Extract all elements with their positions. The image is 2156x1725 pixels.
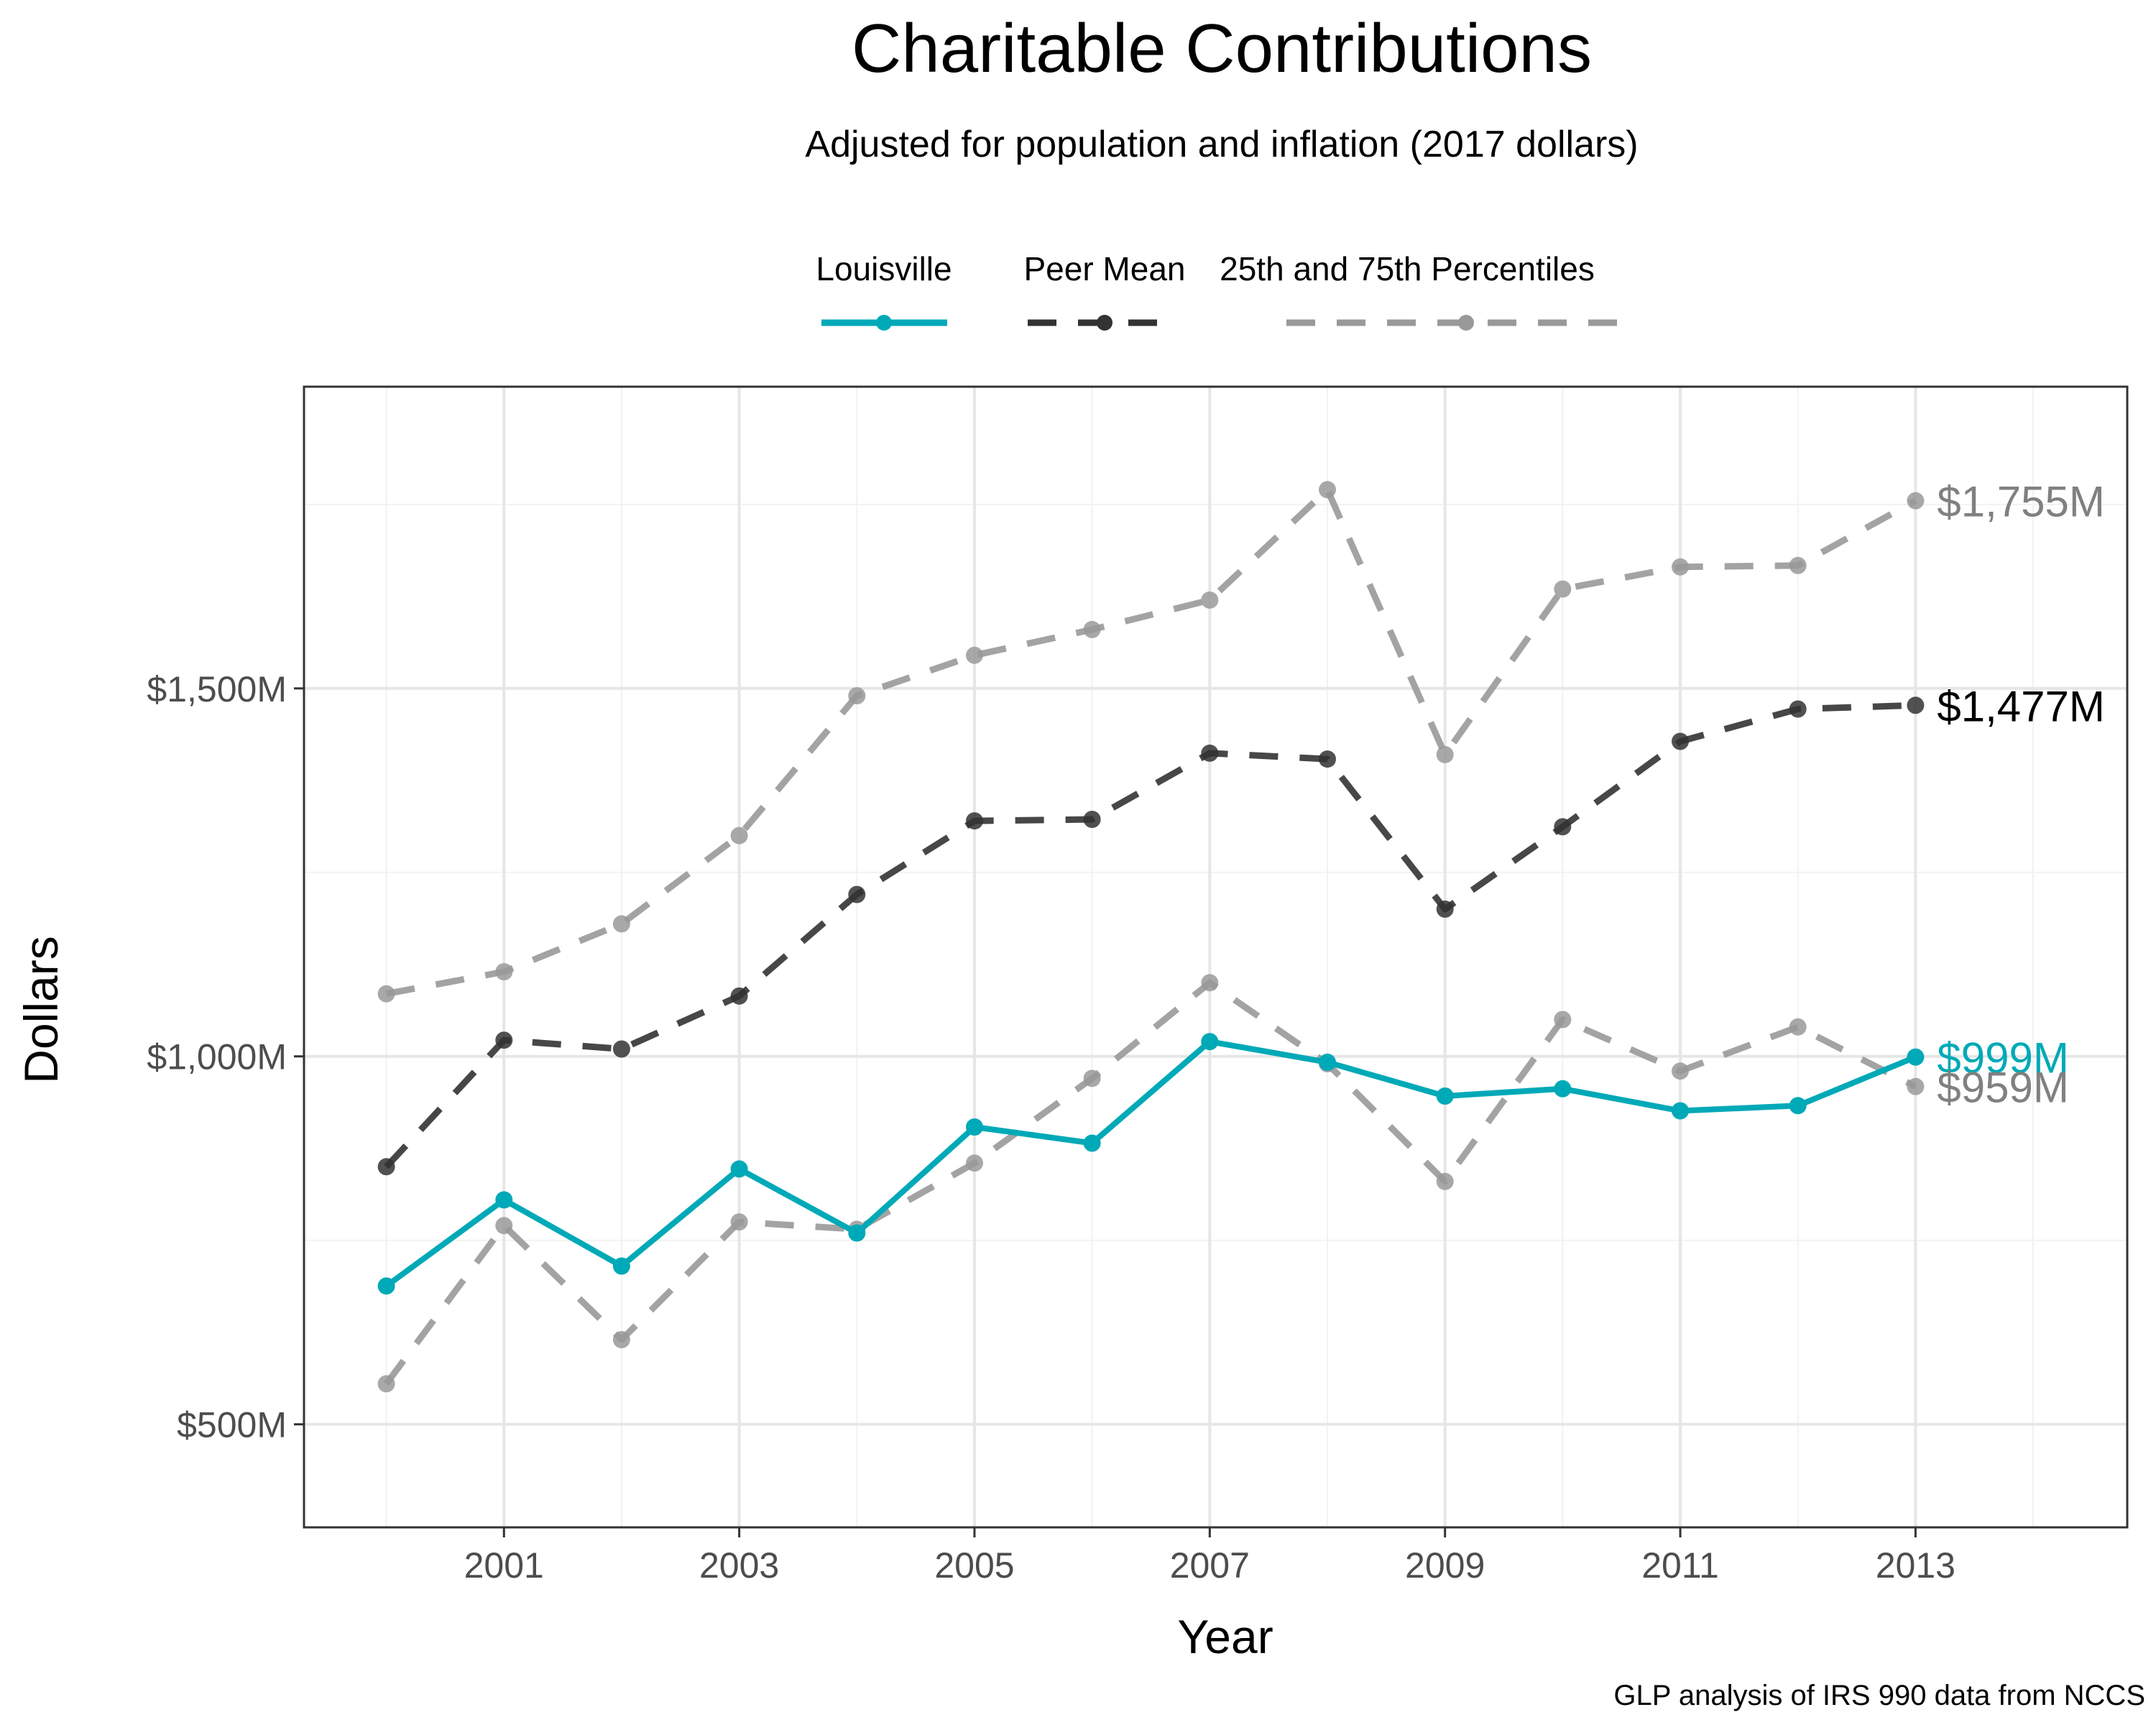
peer-mean-point-2000 <box>377 1158 395 1176</box>
percentile-75-point-2006 <box>1083 620 1101 638</box>
y-axis-title: Dollars <box>14 936 68 1083</box>
percentile-75-point-2002 <box>612 915 630 933</box>
peer-mean-point-2007 <box>1201 744 1219 762</box>
peer-mean-series-line <box>384 702 1916 1169</box>
percentile-25-point-2009 <box>1436 1172 1454 1190</box>
legend-label-percentiles: 25th and 75th Percentiles <box>1220 250 1595 288</box>
percentile-25-point-2012 <box>1789 1018 1807 1036</box>
peer-mean-point-2006 <box>1083 811 1101 828</box>
percentile-25-point-2011 <box>1672 1062 1689 1080</box>
louisville-point-2009 <box>1436 1087 1454 1105</box>
peer-mean-point-2013 <box>1907 696 1925 714</box>
louisville-point-2001 <box>495 1191 513 1209</box>
percentile-75-point-2004 <box>848 687 866 704</box>
percentile-25-point-2003 <box>730 1213 748 1231</box>
peer-mean-point-2003 <box>730 987 748 1005</box>
legend-label-peer-mean: Peer Mean <box>1023 250 1185 288</box>
peer-mean-point-2012 <box>1789 700 1807 718</box>
x-axis-title: Year <box>1177 1610 1273 1663</box>
percentile-75-point-2009 <box>1436 745 1454 763</box>
louisville-point-2004 <box>848 1224 866 1242</box>
louisville-point-2013 <box>1907 1048 1925 1066</box>
percentile-25-point-2006 <box>1083 1070 1101 1087</box>
plot-area: 2001 2003 2005 2007 2009 2011 2013 $500M $1,000M… <box>147 385 2129 1586</box>
peer-mean-point-2004 <box>848 886 866 903</box>
chart-subtitle: Adjusted for population and inflation (2… <box>805 124 1638 165</box>
percentile-25-point-2005 <box>966 1154 983 1172</box>
percentile-75-point-2010 <box>1554 580 1572 598</box>
percentile-75-point-2001 <box>495 963 513 980</box>
x-tick-label-2003: 2003 <box>699 1545 779 1586</box>
end-label-1-755m: $1,755M <box>1937 478 2105 526</box>
percentile-75-point-2005 <box>966 646 983 664</box>
x-tick-label-2011: 2011 <box>1641 1545 1719 1586</box>
peer-mean-point-2005 <box>966 812 983 830</box>
percentile-75-point-2011 <box>1672 558 1689 576</box>
percentile-25-point-2010 <box>1554 1011 1572 1029</box>
percentile-75-point-2013 <box>1907 492 1925 510</box>
percentile-25-point-2013 <box>1907 1077 1925 1095</box>
percentile-75-series-line <box>385 486 1917 998</box>
percentile-25-point-2002 <box>612 1330 630 1348</box>
y-tick-label-500m: $500M <box>177 1405 287 1445</box>
chart-title: Charitable Contributions <box>852 10 1592 87</box>
x-tick-label-2009: 2009 <box>1405 1545 1485 1586</box>
x-tick-label-2007: 2007 <box>1170 1545 1250 1586</box>
louisville-point-2011 <box>1672 1102 1689 1120</box>
percentile-75-point-2007 <box>1201 591 1219 609</box>
louisville-point-2012 <box>1789 1097 1807 1115</box>
percentile-75-point-2000 <box>377 985 395 1003</box>
x-tick-label-2013: 2013 <box>1876 1545 1955 1586</box>
louisville-point-2010 <box>1554 1080 1572 1098</box>
percentile-75-point-2003 <box>730 827 748 845</box>
peer-mean-point-2009 <box>1436 900 1454 918</box>
legend-key-percentiles-point <box>1458 315 1474 331</box>
y-tick-label-1-000m: $1,000M <box>147 1037 287 1077</box>
legend-key-louisville-point <box>876 315 892 331</box>
peer-mean-point-2002 <box>612 1040 630 1058</box>
legend: Louisville Peer Mean 25th and 75th Perce… <box>816 250 1639 331</box>
end-label-1-477m: $1,477M <box>1937 682 2105 730</box>
plot-panel <box>304 387 2127 1527</box>
legend-key-peer-mean-point <box>1097 315 1112 331</box>
chart-caption: GLP analysis of IRS 990 data from NCCS <box>1613 1680 2145 1711</box>
louisville-series-line <box>384 1039 1917 1289</box>
percentile-25-point-2007 <box>1201 974 1219 992</box>
legend-label-louisville: Louisville <box>816 250 952 288</box>
percentile-25-point-2001 <box>495 1217 513 1235</box>
louisville-point-2005 <box>966 1118 983 1136</box>
y-tick-label-1-500m: $1,500M <box>147 669 287 709</box>
x-tick-label-2001: 2001 <box>464 1545 544 1586</box>
end-label-999m: $999M <box>1937 1034 2068 1082</box>
percentile-75-point-2012 <box>1789 556 1807 574</box>
percentile-75-point-2008 <box>1319 481 1336 499</box>
louisville-point-2007 <box>1201 1033 1219 1051</box>
louisville-point-2002 <box>612 1257 630 1275</box>
louisville-point-2003 <box>730 1160 748 1178</box>
louisville-point-2008 <box>1319 1053 1336 1071</box>
louisville-point-2000 <box>377 1277 395 1295</box>
louisville-point-2006 <box>1083 1134 1101 1152</box>
x-tick-label-2005: 2005 <box>934 1545 1014 1586</box>
percentile-25-point-2000 <box>377 1375 395 1393</box>
peer-mean-point-2008 <box>1319 750 1336 768</box>
plot-border <box>303 385 2129 1529</box>
peer-mean-point-2010 <box>1554 818 1572 836</box>
peer-mean-point-2001 <box>495 1031 513 1049</box>
peer-mean-point-2011 <box>1672 732 1689 750</box>
end-label-959m: $959M <box>1937 1064 2068 1112</box>
